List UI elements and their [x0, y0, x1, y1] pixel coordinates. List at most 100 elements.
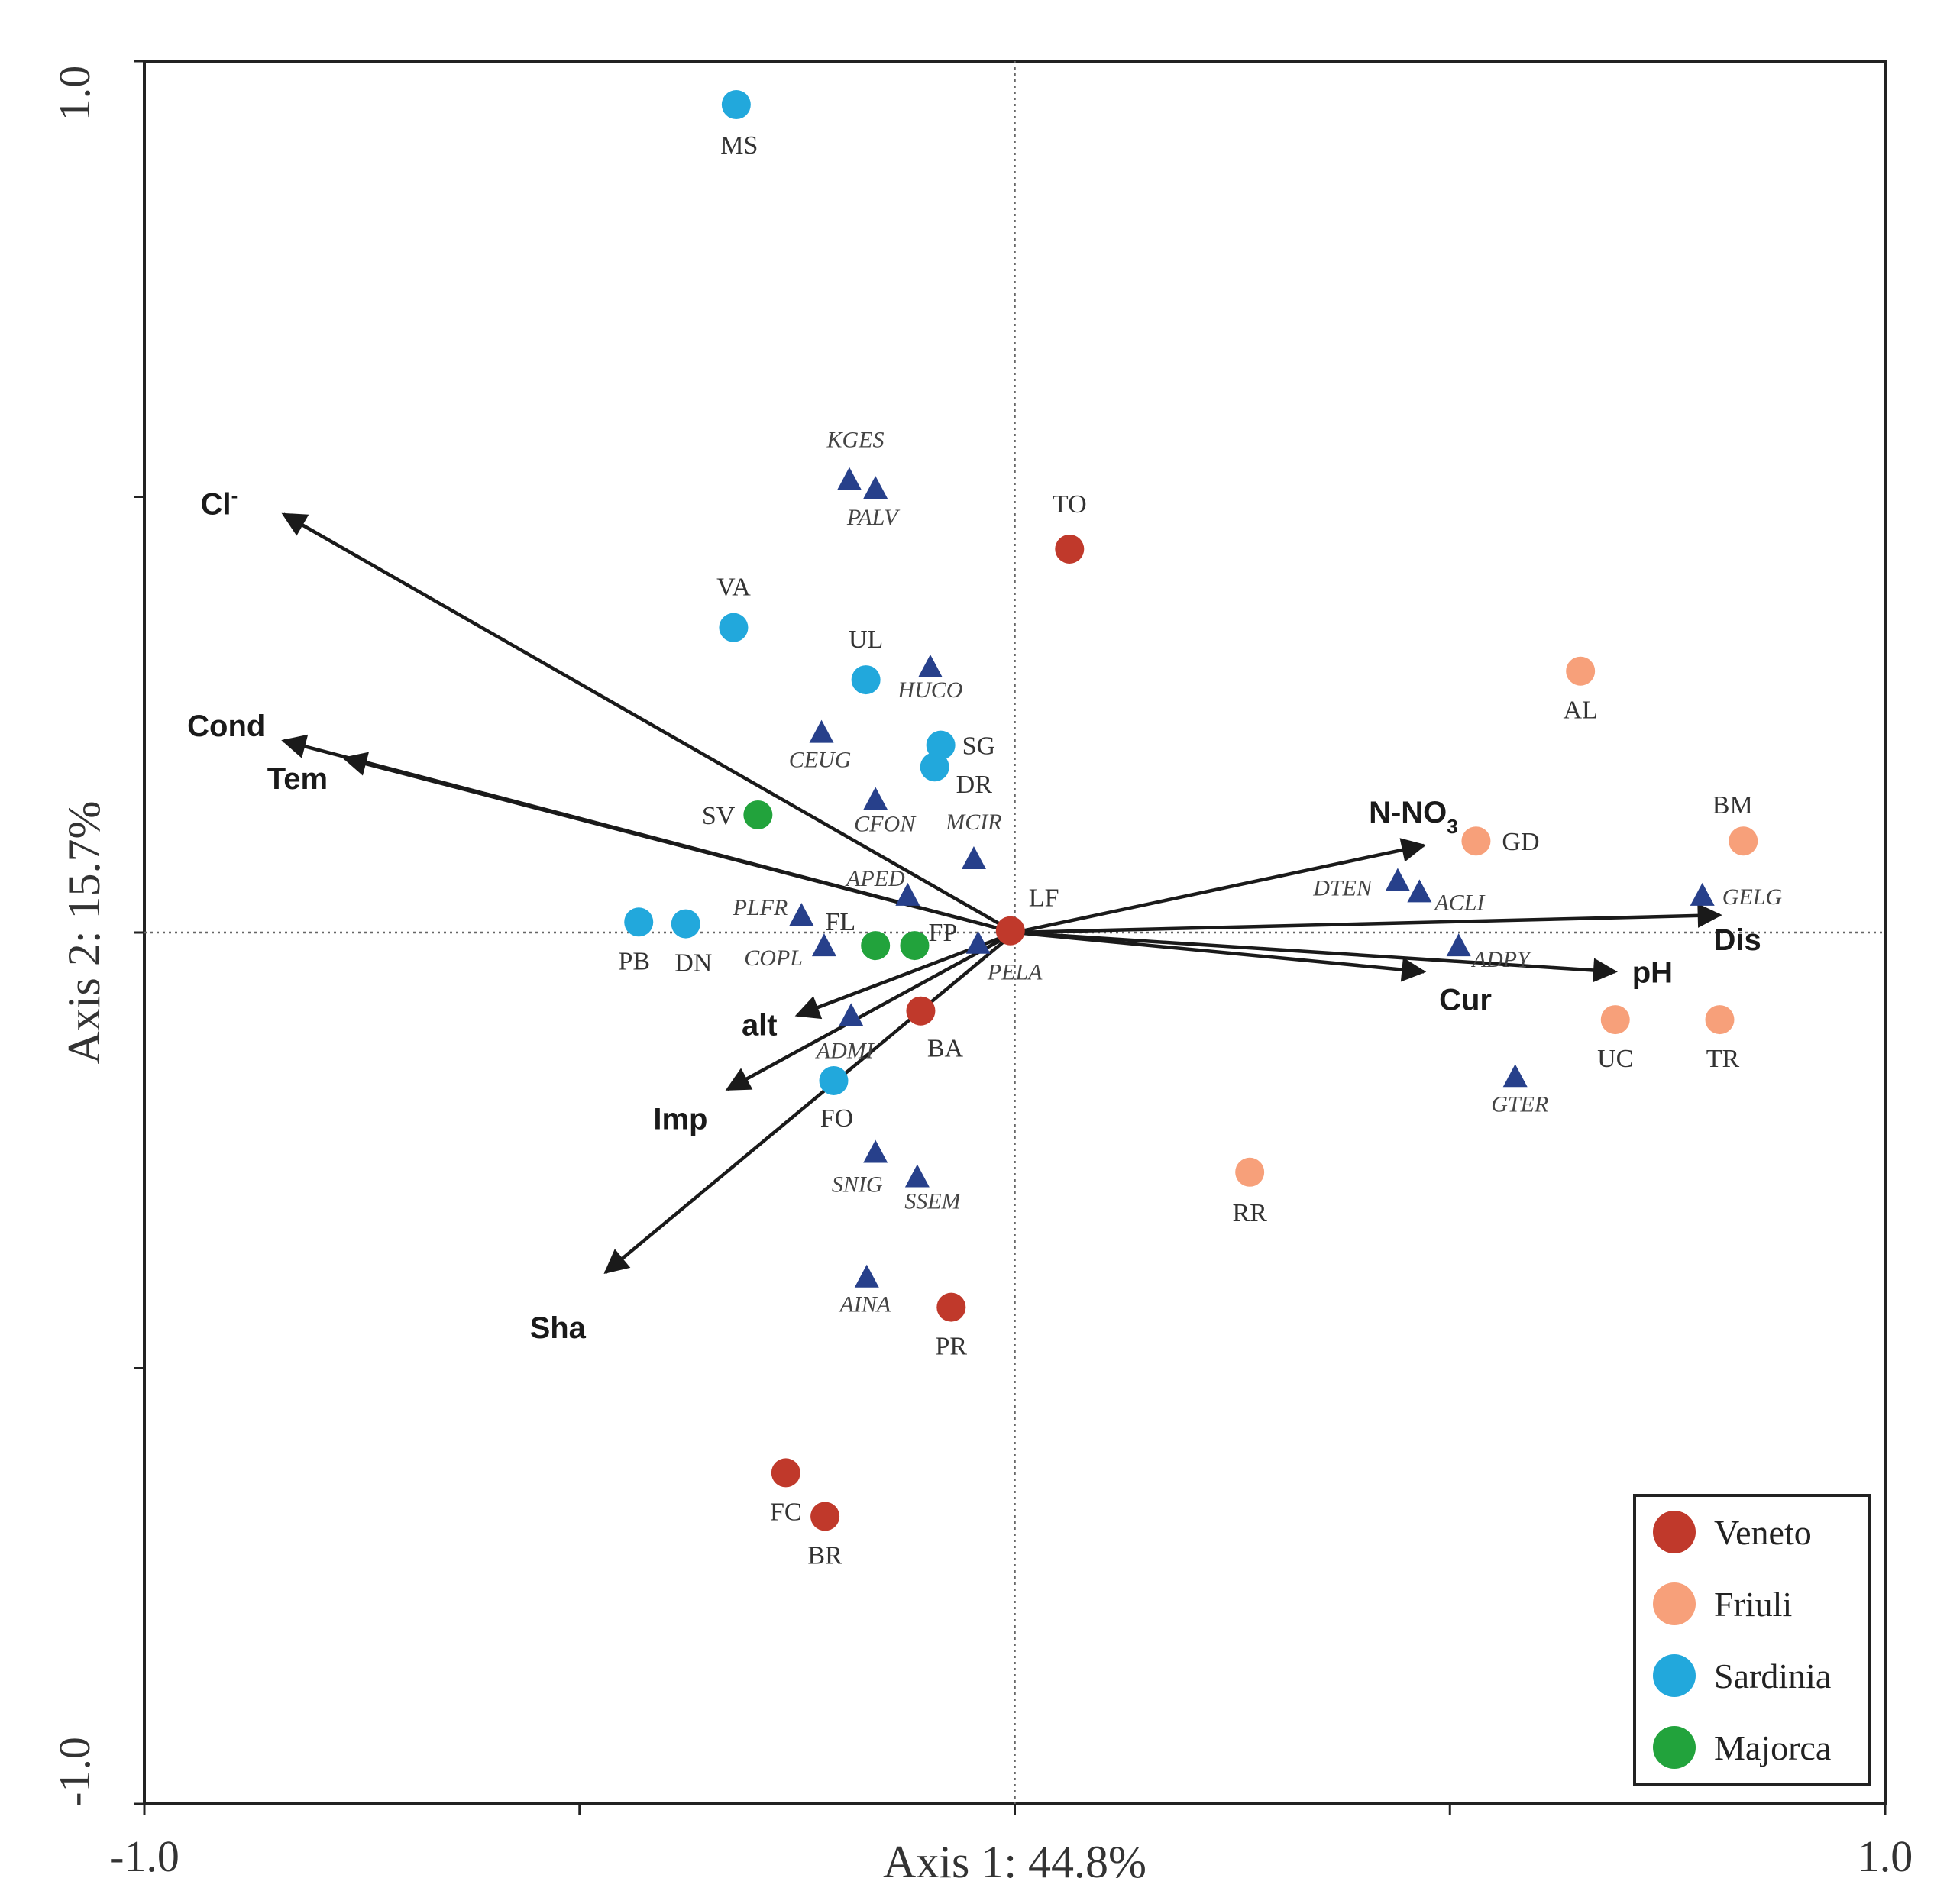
vector-label-ph: pH	[1632, 955, 1673, 989]
site-label-gd: GD	[1502, 828, 1539, 856]
vector-label-cl: Cl-	[201, 483, 238, 521]
site-marker-gd	[1461, 826, 1491, 856]
site-label-fl: FL	[825, 908, 855, 936]
site-marker-ba	[906, 996, 936, 1026]
species-marker-gter	[1502, 1064, 1528, 1088]
vector-label-text: Dis	[1713, 923, 1761, 957]
site-marker-uc	[1600, 1005, 1630, 1035]
species-marker-gelg	[1690, 882, 1715, 906]
site-marker-va	[719, 613, 749, 642]
species-label-dten: DTEN	[1312, 876, 1373, 901]
species-label-gelg: GELG	[1722, 884, 1783, 910]
vector-label-subscript: 3	[1447, 815, 1457, 838]
site-label-al: AL	[1564, 697, 1598, 725]
site-marker-to	[1055, 534, 1085, 564]
species-label-snig: SNIG	[832, 1172, 883, 1198]
site-label-uc: UC	[1597, 1045, 1633, 1073]
species-label-admi: ADMI	[815, 1038, 875, 1063]
legend-label-friuli: Friuli	[1714, 1585, 1792, 1624]
vector-label-text: pH	[1632, 955, 1673, 989]
site-label-dn: DN	[674, 949, 712, 978]
species-marker-huco	[917, 654, 943, 677]
species-marker-plfr	[789, 903, 814, 926]
site-label-fo: FO	[820, 1104, 853, 1133]
vector-arrow-ph	[1014, 930, 1618, 983]
site-label-ul: UL	[849, 626, 883, 654]
x-tick-label: 1.0	[1858, 1831, 1913, 1881]
species-label-acli: ACLI	[1433, 890, 1486, 915]
vector-label-text: Cur	[1439, 983, 1492, 1017]
species-marker-copl	[811, 933, 836, 957]
species-label-ceug: CEUG	[789, 748, 852, 773]
vector-label-sha: Sha	[530, 1311, 587, 1345]
site-marker-sv	[743, 800, 773, 829]
site-label-sg: SG	[962, 732, 995, 761]
site-label-dr: DR	[956, 771, 993, 799]
site-label-pr: PR	[936, 1333, 968, 1361]
species-marker-cfon	[863, 787, 888, 810]
site-label-fp: FP	[928, 919, 957, 947]
x-axis-title: Axis 1: 44.8%	[883, 1837, 1146, 1887]
vector-arrow-cl	[281, 512, 1016, 934]
species-marker-mcir	[961, 846, 986, 870]
species-marker-palv	[863, 476, 888, 499]
species-label-huco: HUCO	[897, 677, 962, 703]
vector-label-text: Tem	[267, 762, 328, 796]
site-label-to: TO	[1053, 490, 1087, 519]
vector-arrow-dis	[1014, 903, 1722, 935]
species-label-mcir: MCIR	[945, 810, 1001, 835]
legend-marker-majorca	[1653, 1726, 1696, 1769]
vector-label-text: alt	[742, 1008, 778, 1042]
y-axis-title: Axis 2: 15.7%	[59, 801, 109, 1065]
vector-label-superscript: -	[231, 483, 238, 506]
species-label-kges: KGES	[826, 428, 884, 453]
species-marker-pela	[965, 930, 991, 954]
species-marker-snig	[863, 1139, 888, 1163]
site-label-rr: RR	[1232, 1199, 1267, 1227]
legend-label-majorca: Majorca	[1714, 1728, 1831, 1767]
site-marker-fp	[900, 931, 930, 961]
species-marker-ssem	[904, 1164, 930, 1188]
site-marker-fo	[819, 1065, 849, 1095]
species-label-copl: COPL	[744, 946, 803, 971]
x-tick-label: -1.0	[109, 1831, 179, 1881]
vector-label-text: Cl	[201, 487, 231, 521]
vector-label-tem: Tem	[267, 762, 328, 796]
site-label-ba: BA	[927, 1035, 964, 1063]
species-label-adpy: ADPY	[1471, 947, 1532, 972]
site-marker-fc	[771, 1458, 800, 1488]
legend-label-veneto: Veneto	[1714, 1513, 1812, 1552]
site-marker-pb	[624, 907, 654, 937]
vector-arrow-tem	[341, 752, 1016, 935]
species-label-ssem: SSEM	[904, 1188, 962, 1214]
species-marker-acli	[1407, 879, 1432, 903]
site-marker-dn	[671, 909, 700, 939]
species-marker-adpy	[1446, 933, 1471, 957]
vector-label-text: Cond	[187, 710, 265, 743]
site-marker-al	[1566, 656, 1596, 686]
site-marker-rr	[1235, 1157, 1265, 1187]
species-label-plfr: PLFR	[733, 895, 788, 920]
site-marker-bm	[1729, 826, 1758, 856]
vector-arrow-imp	[725, 931, 1016, 1091]
site-marker-tr	[1705, 1005, 1735, 1035]
site-label-ms: MS	[720, 131, 758, 160]
vector-label-alt: alt	[742, 1008, 778, 1042]
vector-label-cond: Cond	[187, 710, 265, 743]
vector-arrow-n-no	[1014, 838, 1427, 935]
site-label-fc: FC	[770, 1498, 802, 1526]
site-label-tr: TR	[1706, 1045, 1740, 1073]
species-marker-aped	[895, 882, 920, 906]
legend-label-sardinia: Sardinia	[1714, 1657, 1831, 1695]
vector-arrow-sha	[603, 931, 1016, 1275]
vector-label-imp: Imp	[653, 1102, 707, 1136]
species-label-aped: APED	[845, 866, 905, 891]
legend-marker-veneto	[1653, 1511, 1696, 1553]
site-label-lf: LF	[1029, 884, 1059, 913]
site-label-pb: PB	[618, 947, 650, 975]
site-marker-dr	[920, 752, 949, 782]
legend-marker-sardinia	[1653, 1654, 1696, 1697]
site-label-br: BR	[807, 1541, 842, 1569]
